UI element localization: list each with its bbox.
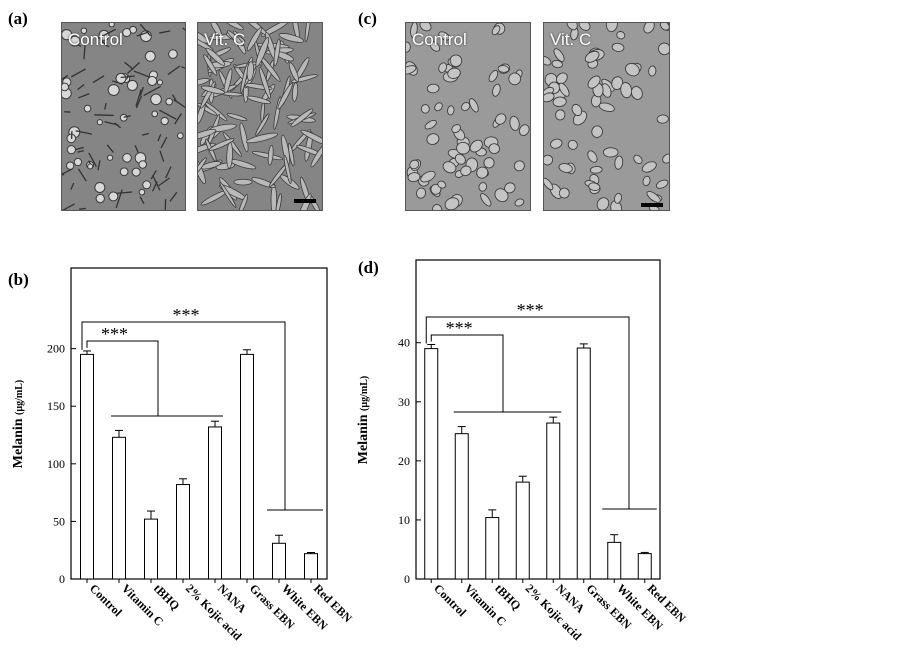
y-tick-label: 0 (59, 572, 65, 586)
y-tick-label: 50 (53, 514, 65, 528)
micrograph-label: Control (412, 30, 467, 49)
y-axis-unit: (µg/mL) (359, 376, 370, 411)
bar (546, 422, 561, 580)
micrograph-label: Control (68, 30, 123, 49)
micrograph-label: Vit. C (204, 30, 246, 49)
bar (637, 553, 652, 580)
bar (576, 347, 591, 580)
scale-bar (641, 203, 663, 207)
plot-frame (415, 259, 661, 580)
significance-stars: *** (173, 305, 200, 325)
significance-bracket (81, 321, 286, 510)
plot-frame (70, 267, 328, 580)
y-tick-label: 200 (47, 342, 65, 356)
scale-bar (294, 199, 316, 203)
y-tick-label: 150 (47, 399, 65, 413)
cell-texture (198, 23, 322, 210)
micrograph-c-control: Control (405, 22, 531, 211)
significance-stars: *** (446, 318, 473, 338)
micrograph-c-vitc: Vit. C (543, 22, 670, 211)
panel-label-d: (d) (358, 258, 379, 277)
y-axis-unit: (µg/mL) (14, 380, 25, 415)
panel-label-b: (b) (8, 270, 29, 289)
y-tick-label: 10 (398, 513, 410, 527)
bar (454, 433, 469, 580)
bar (607, 541, 622, 580)
significance-stars: *** (517, 300, 544, 320)
significance-stars: *** (101, 324, 128, 344)
y-tick-label: 100 (47, 457, 65, 471)
panel-label-c: (c) (358, 9, 377, 28)
bar (424, 348, 439, 580)
y-tick-label: 20 (398, 454, 410, 468)
micrograph-a-control: Control (61, 22, 186, 211)
bar (485, 517, 500, 580)
cell-texture (62, 23, 185, 210)
significance-bracket (86, 340, 159, 416)
micrograph-a-vitc: Vit. C (197, 22, 323, 211)
y-axis-label: Melanin (µg/mL) (356, 376, 371, 464)
y-tick-label: 40 (398, 336, 410, 350)
y-axis-label: Melanin (µg/mL) (11, 380, 26, 468)
cell-texture (544, 23, 669, 210)
panel-label-a: (a) (8, 9, 28, 28)
micrograph-label: Vit. C (550, 30, 592, 49)
bar (515, 481, 530, 580)
y-tick-label: 30 (398, 395, 410, 409)
y-tick-label: 0 (404, 572, 410, 586)
category-label: Control (431, 581, 469, 619)
significance-bracket (425, 316, 630, 509)
significance-bracket (430, 334, 504, 412)
cell-texture (406, 23, 530, 210)
